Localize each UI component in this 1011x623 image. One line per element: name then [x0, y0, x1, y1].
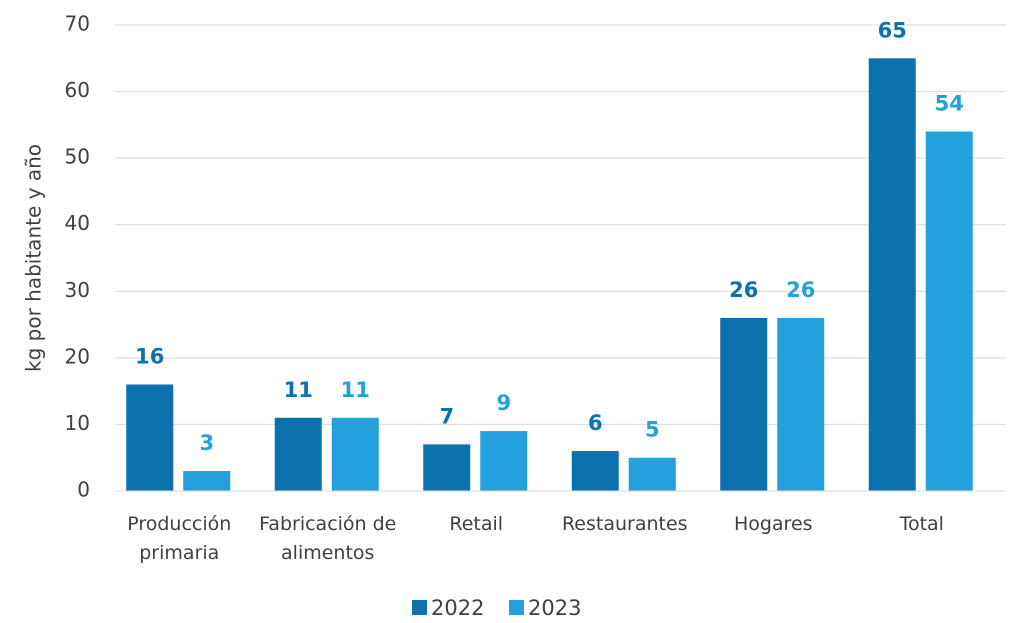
data-label: 6: [588, 411, 603, 435]
data-label: 9: [496, 391, 511, 415]
bar: [628, 457, 676, 491]
x-tick-label: Producción primaria: [127, 513, 232, 564]
y-tick-label: 30: [65, 278, 90, 302]
bar: [925, 131, 973, 491]
data-label: 26: [786, 278, 815, 302]
data-label: 65: [878, 18, 907, 42]
y-tick-label: 10: [65, 411, 90, 435]
data-label: 16: [135, 344, 164, 368]
x-tick-label: Hogares: [733, 513, 813, 535]
x-tick-label: Total: [899, 513, 944, 535]
bar: [331, 417, 379, 491]
x-tick-label: Fabricación de alimentos: [259, 513, 397, 564]
bar: [183, 471, 231, 491]
legend-label: 2023: [528, 596, 581, 620]
data-label: 26: [729, 278, 758, 302]
y-tick-label: 0: [77, 478, 90, 502]
y-tick-label: 60: [65, 78, 90, 102]
bar: [720, 317, 768, 491]
legend-swatch: [509, 600, 524, 615]
data-label: 54: [935, 92, 964, 116]
bar: [777, 317, 825, 491]
bar: [126, 384, 174, 491]
x-tick-label: Retail: [449, 513, 504, 535]
legend-swatch: [412, 600, 427, 615]
data-label: 11: [284, 378, 313, 402]
y-tick-label: 20: [65, 344, 90, 368]
data-label: 11: [341, 378, 370, 402]
data-label: 7: [439, 404, 454, 428]
bar: [571, 451, 619, 491]
x-tick-label: Restaurantes: [561, 513, 688, 535]
y-tick-label: 40: [65, 211, 90, 235]
bar: [480, 431, 528, 491]
legend-label: 2022: [431, 596, 484, 620]
data-label: 5: [645, 418, 660, 442]
data-label: 3: [199, 431, 214, 455]
y-axis-label: kg por habitante y año: [22, 144, 46, 372]
y-tick-label: 50: [65, 145, 90, 169]
bar: [423, 444, 471, 491]
bar: [274, 417, 322, 491]
bar: [868, 58, 916, 492]
y-tick-label: 70: [65, 12, 90, 36]
